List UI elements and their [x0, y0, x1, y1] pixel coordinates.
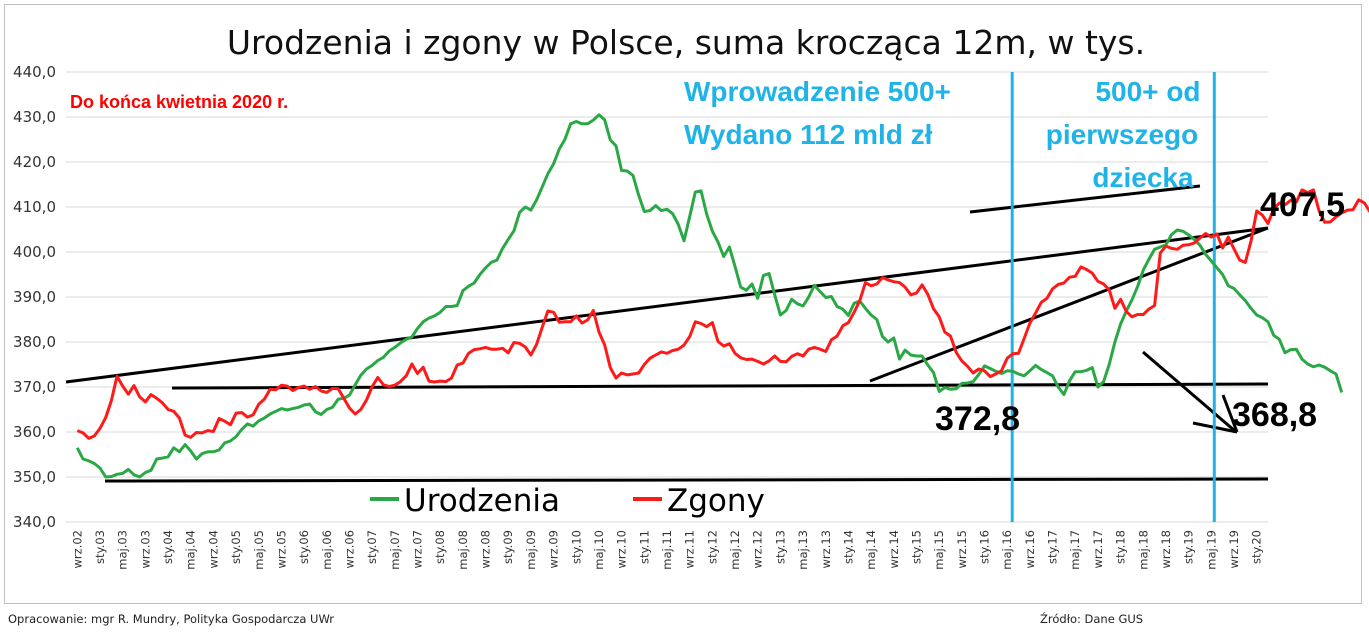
legend-label-zgony: Zgony [667, 483, 765, 519]
series-line-zgony [76, 188, 1369, 440]
x-tick-label: sty.11 [637, 530, 651, 564]
y-axis-labels: 340,0 350,0 360,0 370,0 380,0 390,0 400,0 410,0… [13, 63, 56, 531]
x-tick-label: sty.04 [161, 530, 175, 564]
annotation-500-first-child-line2: pierwszego [1046, 119, 1198, 150]
annotation-date-note: Do końca kwietnia 2020 r. [70, 92, 288, 112]
x-tick-label: sty.20 [1250, 530, 1264, 564]
x-tick-label: maj.09 [524, 530, 538, 570]
x-tick-label: sty.08 [433, 530, 447, 564]
x-tick-label: maj.18 [1136, 530, 1150, 570]
x-tick-label: maj.04 [184, 530, 198, 570]
x-tick-label: wrz.09 [547, 530, 561, 568]
x-tick-label: wrz.11 [683, 530, 697, 568]
x-tick-label: maj.03 [116, 530, 130, 570]
x-tick-label: sty.16 [978, 530, 992, 564]
x-tick-label: wrz.13 [819, 530, 833, 568]
footer-source: Źródło: Dane GUS [1040, 612, 1144, 626]
y-tick-label: 410,0 [13, 198, 56, 216]
x-tick-label: wrz.17 [1091, 530, 1105, 568]
x-tick-label: maj.06 [320, 530, 334, 570]
annotation-500-intro-line2: Wydano 112 mld zł [684, 119, 933, 150]
x-tick-label: sty.05 [229, 530, 243, 564]
x-tick-label: maj.11 [660, 530, 674, 570]
x-tick-label: maj.05 [252, 530, 266, 570]
x-tick-label: wrz.19 [1227, 530, 1241, 568]
x-tick-label: sty.19 [1182, 530, 1196, 564]
x-tick-label: maj.14 [864, 530, 878, 570]
annotation-500-first-child-line1: 500+ od [1095, 76, 1200, 107]
x-tick-label: sty.15 [909, 530, 923, 564]
gridlines [66, 71, 1268, 478]
x-axis-labels: wrz.02 sty.03 maj.03 wrz.03 sty.04 maj.04 wrz.… [70, 530, 1263, 570]
x-tick-label: wrz.05 [274, 530, 288, 568]
x-tick-label: wrz.02 [70, 530, 84, 568]
x-tick-label: maj.19 [1204, 530, 1218, 570]
legend-label-urodzenia: Urodzenia [404, 483, 560, 519]
x-tick-label: wrz.14 [887, 530, 901, 568]
x-tick-label: sty.17 [1046, 530, 1060, 564]
series-line-urodzenia [75, 113, 1344, 479]
x-tick-label: maj.10 [592, 530, 606, 570]
trend-lines [65, 184, 1269, 483]
y-tick-label: 390,0 [13, 288, 56, 306]
x-tick-label: maj.07 [388, 530, 402, 570]
annotation-500-intro-line1: Wprowadzenie 500+ [684, 76, 951, 107]
trend-peak-line [969, 184, 1201, 214]
legend: Urodzenia Zgony [370, 483, 765, 519]
y-tick-label: 420,0 [13, 153, 56, 171]
x-tick-label: maj.15 [932, 530, 946, 570]
x-tick-label: sty.12 [705, 530, 719, 564]
y-tick-label: 400,0 [13, 243, 56, 261]
y-tick-label: 370,0 [13, 378, 56, 396]
trend-rising-line [869, 226, 1269, 383]
series-lines [75, 113, 1369, 479]
y-tick-label: 380,0 [13, 333, 56, 351]
x-tick-label: wrz.10 [615, 530, 629, 568]
vertical-markers [1010, 72, 1216, 522]
x-tick-label: sty.18 [1114, 530, 1128, 564]
chart-title: Urodzenia i zgony w Polsce, suma krocząc… [227, 23, 1145, 62]
x-tick-label: wrz.08 [479, 530, 493, 568]
y-tick-label: 440,0 [13, 63, 56, 81]
x-tick-label: wrz.12 [751, 530, 765, 568]
trend-upper-line [65, 226, 1269, 384]
arrow-shaft [1142, 350, 1236, 433]
trend-baseline-350 [104, 477, 1269, 483]
x-tick-label: sty.10 [569, 530, 583, 564]
x-tick-label: wrz.18 [1159, 530, 1173, 568]
x-tick-label: sty.03 [93, 530, 107, 564]
x-tick-label: wrz.16 [1023, 530, 1037, 568]
arrow-head-upper [1221, 394, 1239, 433]
y-tick-label: 430,0 [13, 108, 56, 126]
x-tick-label: wrz.15 [955, 530, 969, 568]
x-tick-label: maj.13 [796, 530, 810, 570]
x-tick-label: sty.09 [501, 530, 515, 564]
y-tick-label: 360,0 [13, 423, 56, 441]
x-tick-label: wrz.07 [411, 530, 425, 568]
value-label-births-end: 368,8 [1232, 396, 1317, 434]
x-tick-label: wrz.06 [342, 530, 356, 568]
x-tick-label: maj.08 [456, 530, 470, 570]
chart-frame [4, 4, 1362, 604]
y-tick-label: 350,0 [13, 468, 56, 486]
value-label-deaths-end: 407,5 [1260, 186, 1345, 224]
y-tick-label: 340,0 [13, 513, 56, 531]
x-tick-label: wrz.03 [138, 530, 152, 568]
value-label-births-2016: 372,8 [935, 400, 1020, 438]
x-tick-label: sty.06 [297, 530, 311, 564]
x-tick-label: maj.17 [1068, 530, 1082, 570]
footer-credit: Opracowanie: mgr R. Mundry, Polityka Gos… [8, 612, 335, 626]
annotation-500-first-child-line3: dziecka [1092, 162, 1194, 193]
x-tick-label: sty.07 [365, 530, 379, 564]
x-tick-label: sty.14 [841, 530, 855, 564]
x-tick-label: maj.12 [728, 530, 742, 570]
x-tick-label: maj.16 [1000, 530, 1014, 570]
x-tick-label: wrz.04 [206, 530, 220, 568]
x-tick-label: sty.13 [773, 530, 787, 564]
